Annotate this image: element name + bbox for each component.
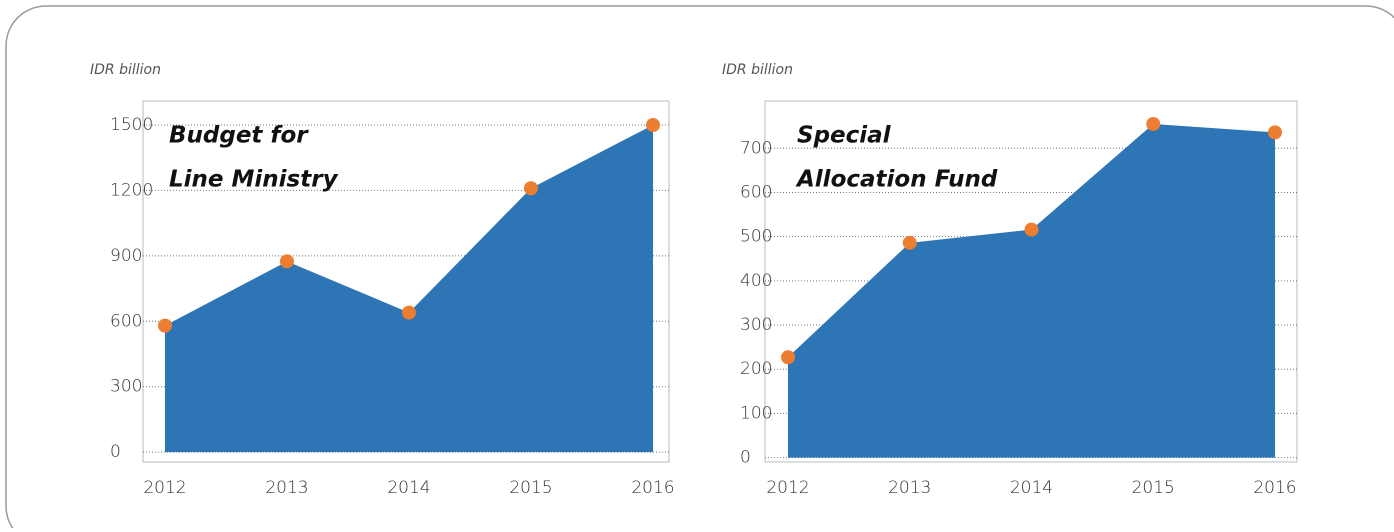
x-tick-label: 2014 — [1010, 478, 1053, 498]
point — [902, 235, 917, 250]
point — [158, 318, 172, 333]
chart-title: Line Ministry — [169, 167, 339, 193]
point — [524, 181, 538, 196]
x-tick-label: 2012 — [143, 478, 186, 498]
y-tick-label: 1500 — [110, 115, 153, 135]
point — [402, 305, 416, 320]
y-tick-label: 0 — [740, 448, 751, 468]
y-tick-label: 600 — [740, 182, 772, 202]
y-tick-label: 200 — [740, 359, 772, 379]
y-tick-label: 900 — [110, 246, 142, 266]
x-tick-label: 2016 — [631, 478, 674, 498]
point — [1146, 116, 1161, 131]
x-tick-label: 2014 — [387, 478, 430, 498]
point — [1024, 222, 1039, 237]
point — [280, 254, 294, 269]
y-tick-label: 100 — [740, 403, 772, 423]
y-tick-label: 300 — [740, 315, 772, 335]
y-tick-label: 300 — [110, 377, 142, 397]
y-tick-label: 0 — [110, 442, 121, 462]
y-tick-label: 1200 — [110, 180, 153, 200]
x-tick-label: 2016 — [1253, 478, 1296, 498]
y-tick-label: 700 — [740, 138, 772, 158]
y-tick-label: 500 — [740, 227, 772, 247]
x-tick-label: 2013 — [888, 478, 931, 498]
y-tick-label: 400 — [740, 271, 772, 291]
x-tick-label: 2015 — [1132, 478, 1175, 498]
area — [788, 123, 1275, 458]
y-axis-label: IDR billion — [90, 62, 161, 78]
point — [1268, 125, 1282, 140]
point — [646, 117, 660, 132]
x-tick-label: 2013 — [265, 478, 308, 498]
area — [165, 124, 653, 453]
x-tick-label: 2012 — [766, 478, 809, 498]
chart-title: Special — [797, 123, 892, 149]
chart-title: Allocation Fund — [795, 167, 998, 193]
y-tick-label: 600 — [110, 311, 142, 331]
point — [781, 350, 795, 365]
x-tick-label: 2015 — [509, 478, 552, 498]
chart-title: Budget for — [169, 123, 309, 149]
y-axis-label: IDR billion — [722, 62, 793, 78]
